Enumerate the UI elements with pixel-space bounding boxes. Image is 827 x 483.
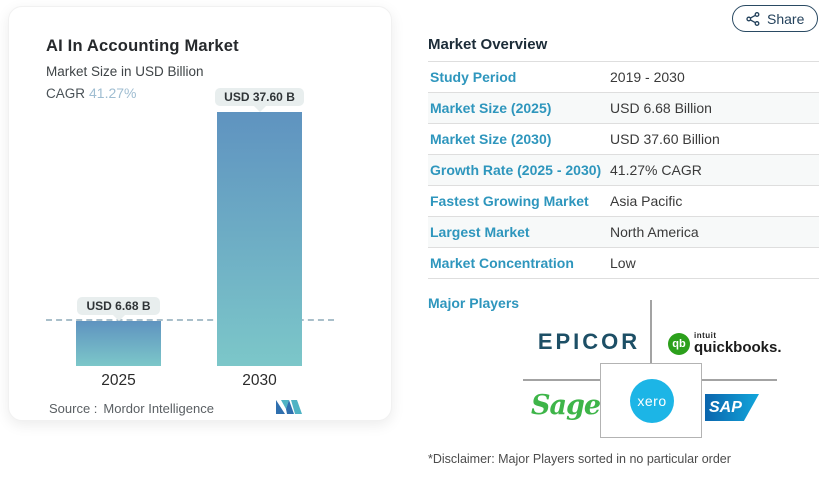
row-label: Market Size (2025): [430, 100, 552, 116]
row-value: Asia Pacific: [610, 193, 683, 209]
sap-logo: SAP: [705, 394, 759, 421]
major-players-grid: EPICOR qb intuit quickbooks. xero Sage S…: [428, 290, 819, 450]
row-value: 2019 - 2030: [610, 69, 685, 85]
cagr-label: CAGR: [46, 86, 86, 101]
bar-2025: [76, 321, 161, 366]
row-label: Largest Market: [430, 224, 530, 240]
row-label: Fastest Growing Market: [430, 193, 589, 209]
chart-title: AI In Accounting Market: [46, 37, 239, 55]
row-value: Low: [610, 255, 636, 271]
row-value: North America: [610, 224, 699, 240]
table-row: Market Concentration Low: [428, 248, 819, 279]
quickbooks-word: quickbooks.: [694, 339, 782, 356]
source-label: Source :: [49, 401, 98, 416]
sage-logo: Sage: [531, 390, 601, 421]
share-icon: [746, 11, 760, 26]
xero-highlight-box: xero: [600, 363, 702, 438]
players-disclaimer: *Disclaimer: Major Players sorted in no …: [428, 452, 731, 466]
epicor-logo: EPICOR: [537, 329, 641, 354]
bar-column-2025: USD 6.68 B: [76, 297, 161, 366]
intuit-wordmark: intuit: [694, 331, 717, 340]
xero-logo: xero: [630, 379, 674, 423]
major-players-label: Major Players: [428, 295, 520, 311]
row-value: USD 6.68 Billion: [610, 100, 712, 116]
quickbooks-monogram-icon: qb: [668, 332, 690, 355]
market-overview-heading: Market Overview: [428, 36, 548, 53]
cagr-value: 41.27%: [89, 85, 137, 101]
mordor-intelligence-logo-icon: [276, 400, 302, 414]
table-row: Study Period 2019 - 2030: [428, 62, 819, 93]
market-chart-card: AI In Accounting Market Market Size in U…: [8, 6, 392, 421]
row-label: Study Period: [430, 69, 517, 85]
row-value: 41.27% CAGR: [610, 162, 702, 178]
source-name: Mordor Intelligence: [103, 401, 214, 416]
chip-caret-icon: [253, 106, 266, 112]
grid-vertical-line: [650, 300, 652, 363]
chip-caret-icon: [112, 315, 125, 321]
row-label: Growth Rate (2025 - 2030): [430, 162, 602, 178]
sap-wordmark: SAP: [709, 398, 742, 416]
chart-subtitle: Market Size in USD Billion: [46, 64, 204, 79]
row-label: Market Size (2030): [430, 131, 552, 147]
table-row: Largest Market North America: [428, 217, 819, 248]
bar-column-2030: USD 37.60 B: [215, 88, 304, 366]
table-row: Fastest Growing Market Asia Pacific: [428, 186, 819, 217]
row-value: USD 37.60 Billion: [610, 131, 720, 147]
source-attribution: Source : Mordor Intelligence: [49, 401, 214, 416]
bar-value-chip-2025: USD 6.68 B: [77, 297, 160, 315]
chart-cagr: CAGR 41.27%: [46, 85, 137, 101]
table-row: Market Size (2030) USD 37.60 Billion: [428, 124, 819, 155]
reference-dashed-line: [46, 319, 334, 321]
table-row: Market Size (2025) USD 6.68 Billion: [428, 93, 819, 124]
x-axis-label-2025: 2025: [101, 372, 136, 389]
quickbooks-logo: qb intuit quickbooks.: [668, 332, 782, 355]
share-button[interactable]: Share: [732, 5, 819, 32]
x-axis-label-2030: 2030: [242, 372, 277, 389]
bar-value-chip-2030: USD 37.60 B: [215, 88, 304, 106]
market-overview-table: Study Period 2019 - 2030 Market Size (20…: [428, 61, 819, 279]
row-label: Market Concentration: [430, 255, 574, 271]
table-row: Growth Rate (2025 - 2030) 41.27% CAGR: [428, 155, 819, 186]
bar-2030: [217, 112, 302, 366]
share-button-label: Share: [767, 10, 805, 27]
quickbooks-wordmark: intuit quickbooks.: [694, 331, 782, 356]
